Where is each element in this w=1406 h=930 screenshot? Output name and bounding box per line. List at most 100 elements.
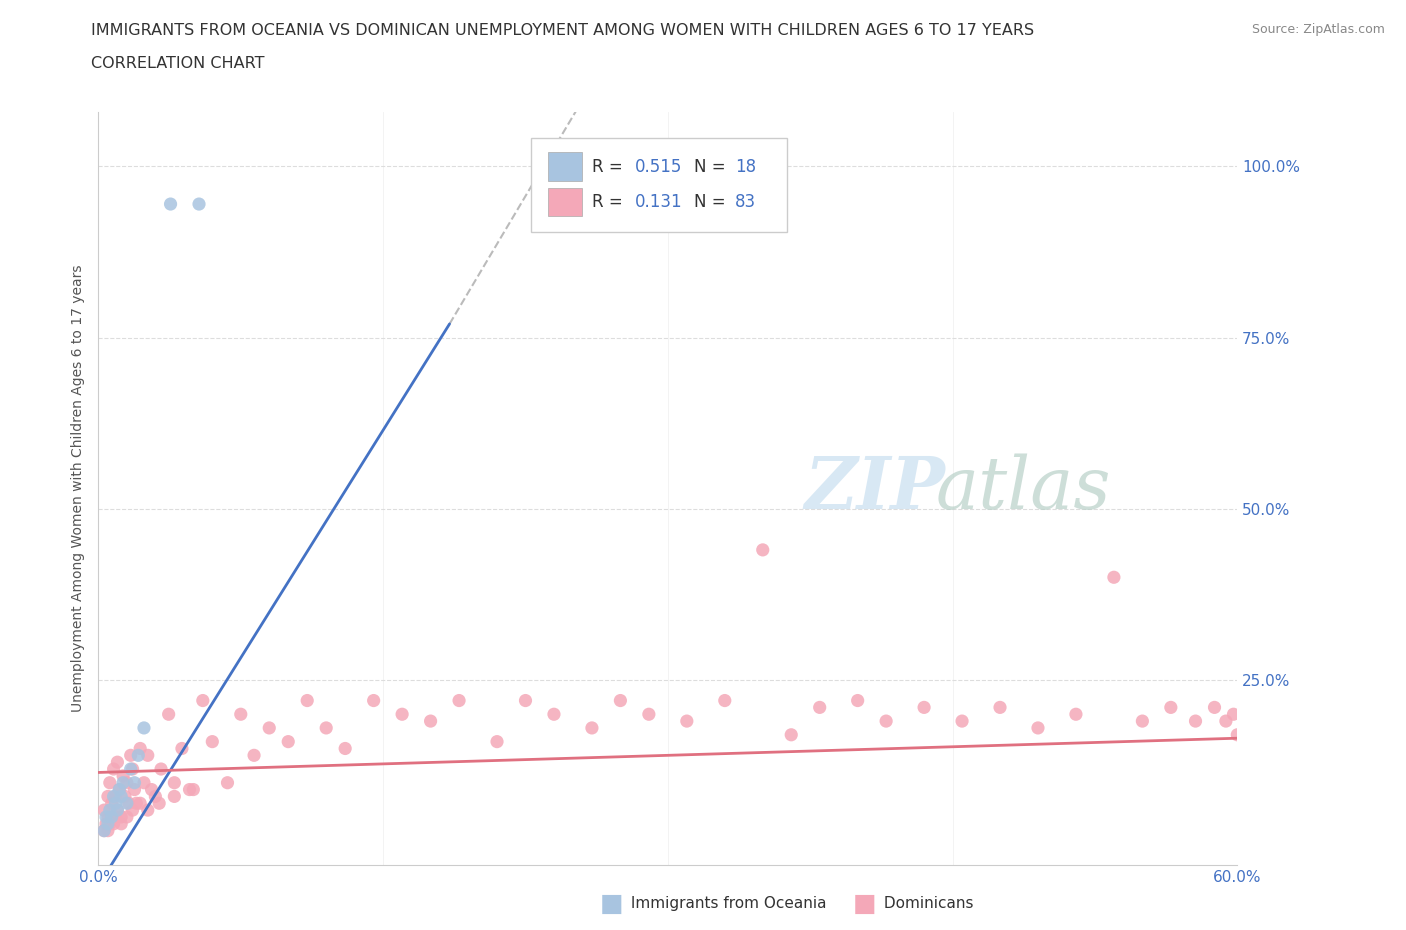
Point (259, 721, 281, 736)
Point (97, 817, 120, 831)
Text: R =: R = (592, 157, 627, 176)
Point (141, 782, 163, 797)
Point (315, 721, 337, 736)
Point (110, 809, 132, 824)
Point (875, 713, 897, 728)
Point (93, 823, 115, 838)
Point (104, 809, 127, 824)
Point (97, 789, 120, 804)
Text: R =: R = (592, 193, 627, 211)
Point (780, 727, 803, 742)
Point (129, 796, 152, 811)
Point (98, 803, 121, 817)
Point (94, 809, 117, 824)
Point (97, 823, 120, 838)
Point (132, 721, 155, 736)
Point (107, 803, 129, 817)
Point (124, 776, 146, 790)
Text: N =: N = (695, 193, 731, 211)
Point (714, 693, 737, 708)
Point (808, 700, 831, 715)
Text: Dominicans: Dominicans (879, 897, 973, 911)
Point (94, 817, 117, 831)
Point (114, 789, 136, 804)
Point (638, 707, 661, 722)
Point (115, 776, 138, 790)
Text: Immigrants from Oceania: Immigrants from Oceania (626, 897, 827, 911)
Point (110, 817, 132, 831)
Point (243, 748, 266, 763)
Point (1160, 700, 1182, 715)
Point (449, 693, 471, 708)
Point (191, 693, 214, 708)
Point (93, 803, 115, 817)
Point (112, 776, 135, 790)
Point (100, 809, 122, 824)
Point (1204, 700, 1226, 715)
Point (217, 776, 239, 790)
Point (277, 734, 299, 749)
Text: CORRELATION CHART: CORRELATION CHART (91, 56, 264, 71)
Point (201, 734, 224, 749)
Text: 0.515: 0.515 (636, 157, 682, 176)
Point (112, 768, 135, 783)
Point (100, 796, 122, 811)
Bar (548, 153, 582, 181)
Point (121, 803, 143, 817)
Text: 83: 83 (735, 193, 756, 211)
Point (950, 713, 973, 728)
Point (1026, 721, 1049, 736)
Point (183, 782, 205, 797)
Point (486, 734, 509, 749)
Text: IMMIGRANTS FROM OCEANIA VS DOMINICAN UNEMPLOYMENT AMONG WOMEN WITH CHILDREN AGES: IMMIGRANTS FROM OCEANIA VS DOMINICAN UNE… (91, 23, 1035, 38)
Text: ■: ■ (600, 892, 623, 916)
Point (127, 748, 149, 763)
Text: atlas: atlas (935, 453, 1111, 524)
Point (107, 755, 129, 770)
Point (98, 776, 121, 790)
Point (912, 700, 935, 715)
Point (120, 748, 142, 763)
Point (157, 707, 180, 722)
Text: ■: ■ (853, 892, 876, 916)
Point (132, 776, 155, 790)
Point (108, 782, 131, 797)
Text: 18: 18 (735, 157, 756, 176)
Point (110, 789, 132, 804)
Point (125, 796, 148, 811)
Point (103, 762, 125, 777)
Point (103, 817, 125, 831)
Point (136, 803, 159, 817)
Point (104, 789, 127, 804)
Point (363, 693, 385, 708)
Point (107, 803, 129, 817)
Point (846, 693, 869, 708)
FancyBboxPatch shape (531, 138, 787, 232)
Point (297, 693, 319, 708)
Point (515, 693, 537, 708)
Point (1184, 713, 1206, 728)
Point (159, 196, 181, 211)
Point (1132, 713, 1154, 728)
Point (129, 741, 152, 756)
Point (1102, 570, 1125, 585)
Point (609, 693, 631, 708)
Point (1226, 727, 1249, 742)
Point (120, 762, 142, 777)
Point (108, 782, 131, 797)
Point (391, 707, 413, 722)
Point (124, 782, 146, 797)
Point (1222, 707, 1244, 722)
Point (179, 782, 201, 797)
Point (581, 721, 603, 736)
Point (419, 713, 441, 728)
Point (150, 762, 173, 777)
Point (97, 809, 120, 824)
Text: N =: N = (695, 157, 731, 176)
Point (93, 823, 115, 838)
Text: 0.131: 0.131 (636, 193, 682, 211)
Point (145, 789, 167, 804)
Point (1064, 707, 1087, 722)
Point (1215, 713, 1237, 728)
Point (118, 796, 141, 811)
